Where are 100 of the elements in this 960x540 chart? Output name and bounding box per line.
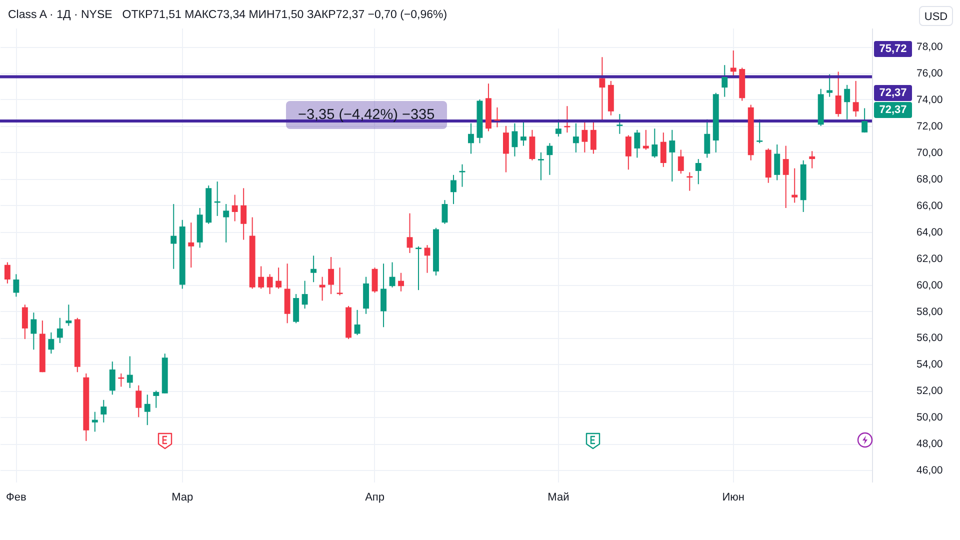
x-tick-label: Мар [172, 492, 194, 504]
candlestick [398, 272, 404, 292]
candlestick [459, 164, 466, 188]
candlestick [232, 194, 238, 222]
x-tick-label: Фев [6, 492, 26, 504]
candlestick [642, 129, 649, 150]
candlestick [652, 128, 658, 158]
y-axis-title: USD [919, 6, 953, 26]
candlestick [310, 255, 317, 283]
candlestick [406, 212, 413, 254]
candlestick [722, 64, 728, 98]
y-tick-label: 60,00 [916, 279, 943, 292]
candlestick [22, 304, 28, 340]
candlestick [695, 158, 702, 185]
candlestick [572, 122, 579, 153]
candlestick [826, 74, 833, 98]
candlestick [625, 134, 632, 170]
candlestick [564, 106, 570, 134]
candlestick [109, 361, 116, 396]
candlestick [538, 152, 544, 181]
candlestick [512, 122, 518, 157]
candlestick [372, 267, 378, 294]
candlestick [529, 129, 536, 161]
candlestick [634, 129, 640, 158]
candlestick [302, 280, 308, 310]
candlestick [468, 122, 474, 154]
y-tick-label: 72,00 [916, 120, 943, 132]
candlestick [126, 356, 133, 389]
candlestick [336, 267, 343, 296]
candlestick [590, 121, 596, 154]
candlestick [616, 114, 623, 134]
candlestick [442, 200, 448, 224]
candlestick [774, 144, 780, 181]
y-tick-label: 66,00 [916, 200, 943, 212]
candlestick [136, 384, 142, 418]
candlestick [599, 56, 606, 122]
candlestick [835, 71, 842, 118]
candlestick [258, 266, 264, 290]
candlestick [144, 394, 150, 426]
ref-line-label: 75,72 [874, 40, 912, 57]
candlestick [48, 332, 54, 354]
candlestick [354, 309, 360, 336]
candlestick [118, 372, 124, 388]
y-tick-label: 62,00 [916, 252, 943, 265]
y-tick-label: 78,00 [916, 41, 943, 54]
candlestick [240, 188, 247, 240]
candlestick [328, 256, 334, 295]
candlestick [276, 267, 282, 290]
y-tick-label: 50,00 [916, 412, 943, 424]
candlestick [730, 50, 736, 76]
y-tick-label: 52,00 [916, 385, 943, 398]
chart-title: Class A · 1Д · NYSE [8, 9, 112, 21]
candlestick [223, 204, 230, 243]
candlestick [782, 145, 789, 209]
candlestick [678, 149, 684, 174]
candlestick [319, 276, 326, 302]
candlestick [862, 108, 868, 134]
chart-subtitle: ОТКР71,51 МАКС73,34 МИН71,50 ЗАКР72,37 −0,70 (−0,96%) [122, 9, 448, 21]
candlestick [380, 263, 386, 328]
candlestick [844, 84, 850, 120]
candlestick [686, 172, 693, 192]
x-tick-label: Июн [722, 492, 744, 504]
x-tick-label: Май [548, 492, 570, 504]
y-tick-label: 46,00 [916, 464, 943, 477]
y-tick-label: 64,00 [916, 226, 943, 238]
candlestick [502, 125, 509, 173]
candlestick [100, 399, 107, 423]
candlestick [852, 80, 859, 118]
text: 72,37 [874, 102, 912, 118]
candlestick [170, 204, 177, 270]
candlestick [4, 262, 10, 284]
y-tick-label: 58,00 [916, 306, 943, 318]
candlestick [66, 304, 72, 326]
candlestick [389, 262, 396, 288]
candlestick [30, 312, 37, 350]
candlestick [13, 274, 20, 298]
candlestick [266, 274, 273, 295]
candlestick [546, 142, 553, 176]
candlestick [660, 132, 666, 168]
y-tick-label: 68,00 [916, 173, 943, 186]
candlestick [520, 121, 526, 146]
candlestick [582, 121, 588, 153]
x-tick-label: Апр [365, 492, 384, 504]
candlestick [153, 390, 160, 408]
ref-line-label: 72,37 [874, 85, 912, 102]
y-tick-label: 56,00 [916, 332, 943, 344]
candlestick [669, 129, 676, 182]
y-tick-label: 74,00 [916, 94, 943, 106]
candlestick [56, 317, 63, 344]
candlestick [293, 294, 300, 324]
candlestick [792, 168, 798, 204]
candlestick [450, 174, 456, 205]
y-tick-label: 54,00 [916, 358, 943, 371]
candlestick [416, 246, 422, 291]
y-tick-label: 76,00 [916, 68, 943, 80]
y-tick-label: 70,00 [916, 146, 943, 159]
candlestick [809, 150, 816, 169]
candlestick [424, 244, 430, 274]
candlestick [92, 411, 98, 432]
candlestick [188, 222, 194, 268]
